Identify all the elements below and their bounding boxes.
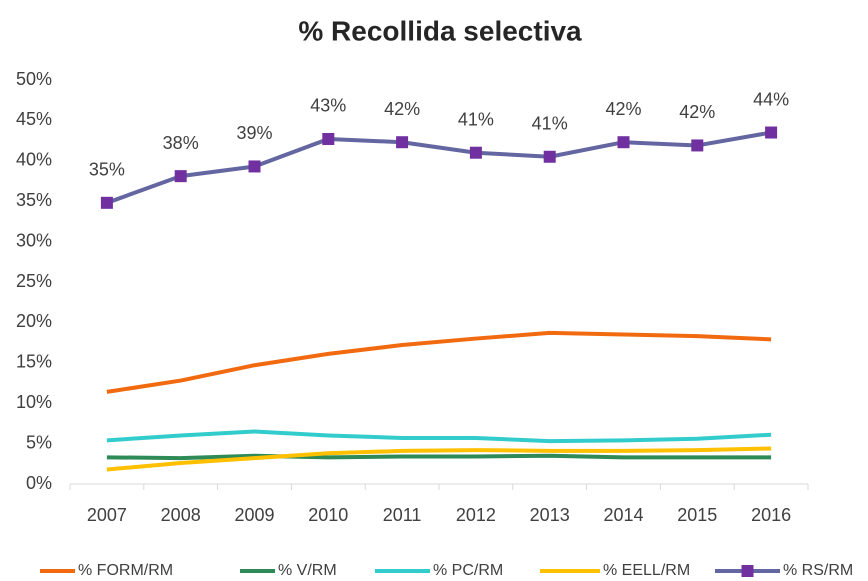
- y-tick-label: 10%: [16, 392, 52, 412]
- marker: [765, 126, 778, 139]
- data-label: 41%: [532, 114, 568, 134]
- x-tick-label: 2011: [383, 505, 422, 525]
- marker: [617, 136, 630, 149]
- y-tick-label: 30%: [16, 230, 52, 250]
- legend-label: % PC/RM: [433, 562, 503, 579]
- y-tick-label: 20%: [16, 311, 52, 331]
- y-tick-label: 40%: [16, 150, 52, 170]
- legend-label: % RS/RM: [783, 562, 853, 579]
- series-line: [106, 429, 772, 444]
- marker: [469, 146, 482, 159]
- x-tick-label: 2013: [530, 505, 570, 525]
- legend-label: % FORM/RM: [78, 562, 173, 579]
- y-tick-label: 50%: [16, 69, 52, 89]
- data-label: 43%: [310, 96, 346, 116]
- x-tick-label: 2016: [751, 505, 791, 525]
- x-tick-label: 2015: [677, 505, 717, 525]
- x-tick-label: 2009: [234, 505, 274, 525]
- data-label: 41%: [458, 109, 494, 129]
- data-label: 42%: [384, 99, 420, 119]
- marker: [100, 196, 113, 209]
- y-tick-label: 25%: [16, 271, 52, 291]
- marker: [396, 136, 409, 149]
- y-tick-label: 5%: [26, 432, 52, 452]
- legend-marker: [741, 565, 754, 577]
- data-label: 39%: [236, 123, 272, 143]
- x-tick-label: 2012: [456, 505, 496, 525]
- marker: [691, 139, 704, 152]
- x-tick-label: 2010: [308, 505, 348, 525]
- data-label: 42%: [679, 102, 715, 122]
- y-tick-label: 45%: [16, 109, 52, 129]
- y-tick-label: 15%: [16, 352, 52, 372]
- x-tick-label: 2008: [161, 505, 201, 525]
- y-tick-label: 0%: [26, 473, 52, 493]
- series-line: [106, 330, 772, 394]
- data-label: 35%: [89, 160, 125, 180]
- chart-title: % Recollida selectiva: [298, 15, 582, 46]
- x-tick-label: 2014: [603, 505, 643, 525]
- data-label: 42%: [605, 99, 641, 119]
- y-tick-label: 35%: [16, 190, 52, 210]
- series-line: [106, 453, 772, 461]
- series-line: [106, 130, 772, 205]
- marker: [322, 132, 335, 145]
- legend-label: % V/RM: [278, 562, 337, 579]
- x-tick-label: 2007: [87, 505, 127, 525]
- marker: [174, 170, 187, 183]
- marker: [543, 150, 556, 163]
- series-line: [106, 446, 772, 472]
- legend-label: % EELL/RM: [603, 562, 690, 579]
- marker: [248, 160, 261, 173]
- data-label: 38%: [163, 133, 199, 153]
- data-label: 44%: [753, 89, 789, 109]
